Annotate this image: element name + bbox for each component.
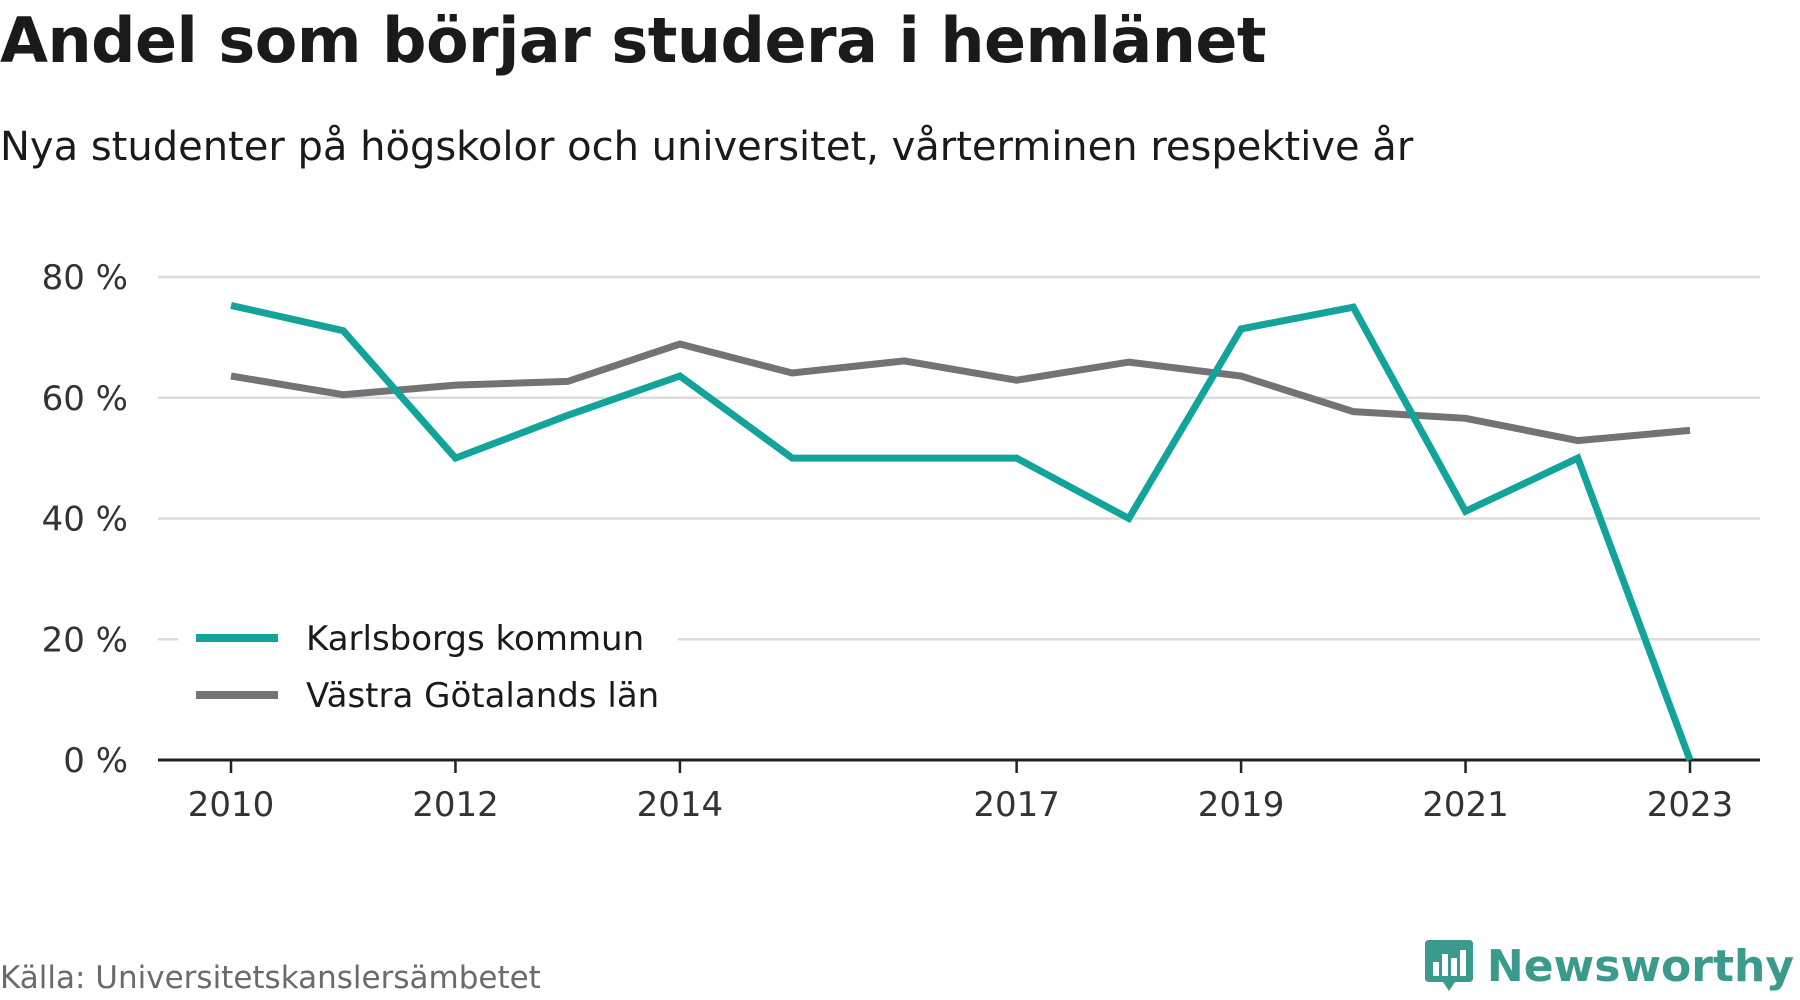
x-tick-label: 2019 xyxy=(1198,785,1285,825)
y-tick-label: 40 % xyxy=(42,500,128,540)
x-tick-label: 2017 xyxy=(973,785,1060,825)
brand-name: Newsworthy xyxy=(1486,940,1794,992)
chart-subtitle: Nya studenter på högskolor och universit… xyxy=(0,124,1414,170)
series-line-2 xyxy=(230,340,1691,445)
x-tick-label: 2012 xyxy=(412,785,499,825)
legend-background xyxy=(178,608,678,730)
y-tick-label: 20 % xyxy=(42,620,128,660)
y-tick-label: 0 % xyxy=(63,741,128,781)
x-tick-label: 2014 xyxy=(637,785,724,825)
x-tick-label: 2021 xyxy=(1422,785,1509,825)
series-line-1 xyxy=(230,301,1694,762)
y-tick-label: 80 % xyxy=(42,258,128,298)
x-axis: 2010 2012 2014 2017 2019 2021 2023 xyxy=(158,758,1760,825)
y-axis-ticks: 80 % 60 % 40 % 20 % 0 % xyxy=(42,258,128,781)
x-tick-label: 2010 xyxy=(188,785,275,825)
x-tick-label: 2023 xyxy=(1647,785,1734,825)
legend: Karlsborgs kommun Västra Götalands län xyxy=(178,608,678,730)
legend-label: Karlsborgs kommun xyxy=(306,619,644,659)
legend-label: Västra Götalands län xyxy=(306,676,659,716)
newsworthy-icon xyxy=(1424,940,1473,991)
y-tick-label: 60 % xyxy=(42,379,128,419)
series-lines xyxy=(230,301,1694,762)
brand-logo: Newsworthy xyxy=(1423,938,1794,994)
source-note: Källa: Universitetskanslersämbetet xyxy=(0,960,541,996)
chart-title: Andel som börjar studera i hemlänet xyxy=(0,4,1267,77)
